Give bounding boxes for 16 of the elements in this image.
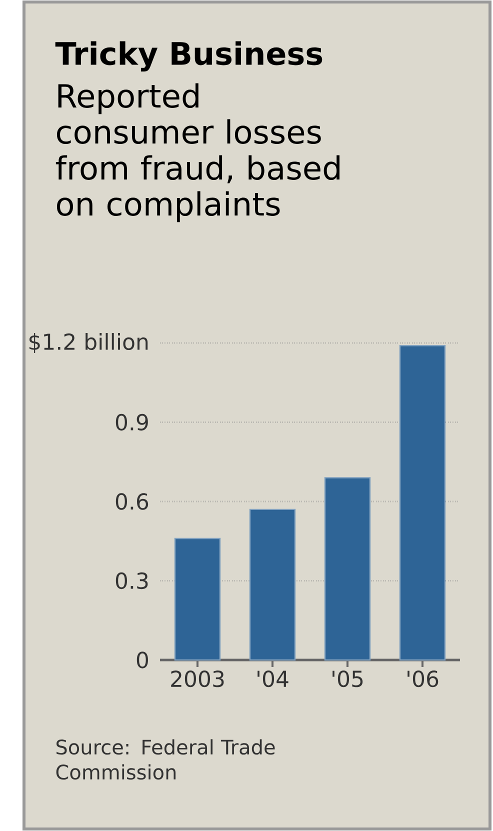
y-tick-label: 0.9 <box>116 414 148 431</box>
chart-subtitle: Reported consumer losses from fraud, based on complaints <box>56 83 340 222</box>
bar <box>324 477 371 661</box>
y-tick-label: 0.6 <box>116 493 148 510</box>
bar <box>174 538 221 661</box>
x-tick-label: '05 <box>332 670 363 688</box>
y-tick-label: 0.3 <box>116 572 148 590</box>
bar <box>399 345 446 661</box>
y-tick-label: 0 <box>136 652 148 668</box>
x-tick-label: 2003 <box>171 670 224 688</box>
x-tick-label: '06 <box>408 670 438 688</box>
y-tick-label: $1.2 billion <box>29 333 148 353</box>
chart-title: Tricky Business <box>55 41 322 72</box>
x-tick-label: '04 <box>258 670 288 688</box>
bar <box>249 508 296 661</box>
source-note: Source: Federal Trade Commission <box>56 739 275 780</box>
